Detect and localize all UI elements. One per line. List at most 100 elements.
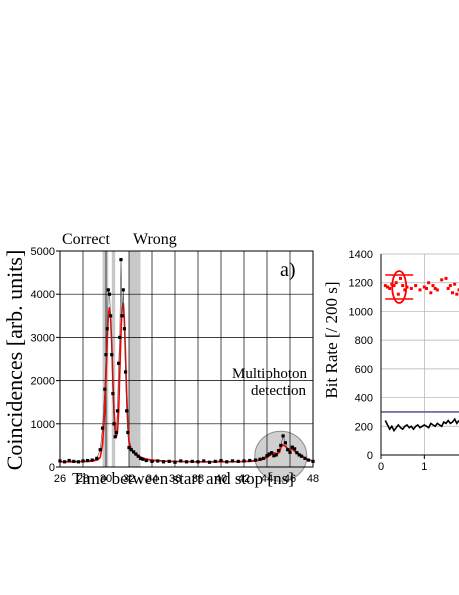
data-point (267, 452, 271, 456)
data-point (290, 445, 294, 449)
data-point (90, 458, 94, 462)
data-point (306, 458, 310, 462)
bit-rate-point (429, 291, 433, 295)
y-tick-label: 1000 (349, 306, 373, 318)
y-tick-label: 1000 (31, 419, 55, 431)
y-tick-labels: 0 200 400 600 800 1000 1200 1400 (349, 249, 373, 462)
data-point (299, 454, 304, 458)
data-point (261, 456, 266, 460)
data-point (283, 441, 287, 445)
data-point (184, 460, 189, 464)
x-tick-labels: 26 28 30 32 34 36 38 40 42 44 46 48 (54, 473, 319, 485)
bit-rate-point (403, 288, 407, 292)
data-point (196, 460, 200, 464)
x-tick-label: 36 (169, 473, 181, 485)
data-point (179, 459, 183, 463)
bit-rate-point (394, 281, 398, 285)
data-point (127, 445, 131, 450)
data-point (230, 459, 235, 463)
data-point (105, 327, 109, 331)
y-tick-label: 1200 (349, 278, 373, 290)
x-tick-label: 40 (215, 473, 227, 485)
data-point (129, 448, 133, 452)
bit-rate-point (427, 281, 431, 285)
bit-rate-point (431, 284, 435, 288)
data-point (119, 258, 123, 262)
data-point (76, 460, 80, 464)
x-tick-label: 0 (378, 461, 384, 473)
data-point (107, 292, 112, 296)
data-point (118, 335, 122, 339)
data-point (150, 459, 154, 463)
y-axis-label: Bit Rate [/ 200 s] (322, 281, 341, 398)
data-point (190, 459, 194, 463)
data-point (104, 353, 108, 357)
data-point (126, 430, 130, 435)
bit-rate-point (455, 292, 459, 296)
data-point (95, 456, 99, 460)
axes (59, 250, 314, 468)
data-point (253, 458, 258, 462)
x-tick-label: 46 (284, 473, 296, 485)
y-tick-label: 0 (49, 462, 55, 474)
bit-rate-point (440, 278, 444, 282)
data-point (123, 370, 128, 374)
data-point (207, 460, 212, 464)
y-tick-label: 200 (355, 421, 373, 433)
data-point (156, 459, 160, 463)
shaded-window-2 (129, 251, 141, 467)
data-point (120, 314, 124, 318)
axes (380, 254, 459, 456)
y-tick-label: 800 (355, 335, 373, 347)
data-point (141, 457, 145, 461)
x-axis-label: Time between start and stop [ns] (72, 469, 294, 488)
data-point (98, 448, 102, 452)
bit-rate-point (399, 276, 402, 280)
shaded-window-0 (102, 251, 109, 467)
data-point (167, 459, 171, 463)
data-point (138, 456, 143, 460)
bit-rate-point (444, 276, 448, 280)
bit-rate-point (425, 286, 428, 290)
data-point (225, 460, 229, 464)
annotation-wrong: Wrong (133, 231, 177, 248)
x-tick-label: 48 (307, 473, 319, 485)
data-point (86, 458, 90, 463)
data-point (236, 459, 240, 463)
x-tick-label: 30 (100, 473, 112, 485)
data-point (63, 460, 67, 464)
data-point (279, 443, 283, 447)
data-point (109, 314, 113, 318)
data-point (274, 453, 278, 457)
data-point (134, 452, 138, 456)
bit-rate-point (409, 286, 413, 290)
x-tick-label: 34 (146, 473, 158, 485)
points-series (383, 276, 459, 296)
data-point (242, 459, 246, 463)
data-point (115, 409, 120, 413)
data-point (103, 387, 107, 391)
data-point (112, 422, 116, 426)
bit-rate-point (433, 286, 437, 290)
plot-frame (59, 250, 314, 468)
data-point (111, 391, 115, 396)
line-series (384, 417, 459, 433)
y-tick-label: 1400 (349, 249, 373, 261)
y-tick-label: 4000 (31, 289, 55, 301)
x-tick-label: 44 (261, 473, 273, 485)
x-tick-label: 1 (421, 461, 427, 473)
data-point (67, 458, 71, 463)
data-point (276, 448, 281, 453)
data-point (293, 447, 297, 451)
shaded-window-1 (111, 251, 116, 467)
highlight-ellipse (385, 270, 414, 304)
data-point (173, 460, 177, 464)
data-point (72, 459, 76, 463)
data-point (248, 458, 252, 463)
bit-rate-point (383, 284, 387, 288)
y-tick-label: 3000 (31, 332, 55, 344)
data-point (114, 430, 118, 435)
data-point (161, 460, 166, 464)
